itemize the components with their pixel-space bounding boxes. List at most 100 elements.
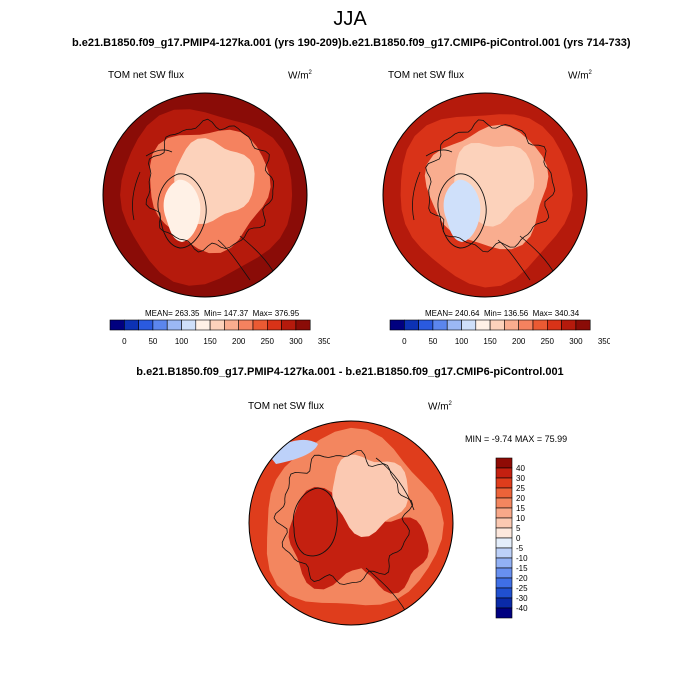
panel1-colorbar-box [123,319,139,331]
panel2-colorbar-box [489,319,505,331]
panel2-colorbar-tick: 200 [512,337,526,346]
diff-colorbar-box [495,457,513,469]
panel2-colorbar-tick: 350 [598,337,610,346]
coastline-arctic [273,450,414,585]
panel1-colorbar-tick: 200 [232,337,246,346]
panel1-colorbar-box [252,319,268,331]
panel1-colorbar-box [166,319,182,331]
diff-colorbar-tick: 25 [516,484,525,493]
panel1-variable-label: TOM net SW flux [108,70,184,81]
diff-colorbar-tick: -30 [516,594,528,603]
diff-colorbar-box [495,497,513,509]
panel1-colorbar-box [224,319,240,331]
diff-colorbar-box [495,597,513,609]
panel1-colorbar-box [152,319,168,331]
diff-border [248,420,454,626]
coastline-greenland [437,173,487,249]
diff-map [248,420,454,626]
diff-colorbar-box [495,477,513,489]
diff-colorbar-box [495,487,513,499]
season-title: JJA [333,8,367,30]
panel2-colorbar-box [389,319,405,331]
diff-colorbar-box [495,607,513,619]
coastline-arctic [145,118,275,253]
panel1-title: b.e21.B1850.f09_g17.PMIP4-127ka.001 (yrs… [72,37,342,49]
panel1-colorbar-tick: 50 [148,337,157,346]
zone-arctic-ocean [332,454,409,537]
diff-colorbar-tick: -25 [516,584,528,593]
panel1-colorbar-box [138,319,154,331]
panel2-colorbar-tick: 0 [402,337,407,346]
diff-colorbar-tick: 5 [516,524,521,533]
panel2-colorbar-box [403,319,419,331]
diff-colorbar-tick: 15 [516,504,525,513]
panel2-colorbar-tick: 100 [455,337,469,346]
diff-colorbar-box [495,577,513,589]
panel1-colorbar-tick: 250 [261,337,275,346]
diff-colorbar-box [495,557,513,569]
panel1-colorbar-box [281,319,297,331]
panel2-colorbar-box [547,319,562,331]
panel1-colorbar-tick: 150 [203,337,217,346]
diff-colorbar-box [495,547,513,559]
panel1-colorbar-box [295,319,311,331]
panel2-colorbar-box [518,319,534,331]
panel1-colorbar-box [109,319,125,331]
diff-colorbar-tick: -10 [516,554,528,563]
panel2-colorbar-tick: 250 [541,337,555,346]
diff-colorbar-box [495,517,513,529]
panel1-field [103,93,307,297]
zone-north-atlantic-patch [268,439,318,464]
panel1-colorbar-box [209,319,225,331]
coastline-greenland [157,173,207,249]
diff-colorbar-box [495,527,513,539]
diff-colorbar-tick: 0 [516,534,521,543]
diff-colorbar-tick: 10 [516,514,525,523]
panel2-colorbar-box [418,319,434,331]
diff-colorbar-tick: 40 [516,464,525,473]
coastline-america [412,149,453,221]
diff-variable-label: TOM net SW flux [248,401,324,412]
diff-colorbar-tick: -5 [516,544,524,553]
panel2-border [382,92,588,298]
panel2-title: b.e21.B1850.f09_g17.CMIP6-piControl.001 … [342,37,631,49]
panel1-colorbar: 0 50 100 150 200 250 300 350 [109,319,330,346]
diff-colorbar-tick: -40 [516,604,528,613]
panel1-colorbar-box [238,319,254,331]
panel2-colorbar-box [446,319,462,331]
panel1-units-label: W/m2 [288,70,312,82]
diff-colorbar-box [495,567,513,579]
panel1-colorbar-tick: 0 [122,337,127,346]
panel2-colorbar-box [461,319,477,331]
coastline-arctic [425,119,556,253]
diff-title: b.e21.B1850.f09_g17.PMIP4-127ka.001 - b.… [136,366,564,378]
panel1-colorbar-tick: 300 [289,337,303,346]
diff-colorbar-box [495,537,513,549]
panel1-colorbar-box [195,319,211,331]
panel2-colorbar-tick: 150 [483,337,497,346]
diff-colorbar-box [495,507,513,519]
panel2-units-label: W/m2 [568,70,592,82]
diff-colorbar-tick: 30 [516,474,525,483]
panel1-border [102,92,308,298]
panel2-colorbar-tick: 50 [428,337,437,346]
diff-units-label: W/m2 [428,401,452,413]
panel1-colorbar-box [181,319,197,331]
panel1-stats: MEAN= 263.35 Min= 147.37 Max= 376.95 [145,309,300,318]
panel2-colorbar-box [475,319,491,331]
panel2-colorbar-box [504,319,520,331]
panel2-colorbar-box [532,319,548,331]
panel2-field [383,93,587,297]
coastline-america [132,149,173,221]
panel1-colorbar-box [267,319,282,331]
diff-colorbar-tick: -20 [516,574,528,583]
panel2-colorbar-box [432,319,448,331]
panel2-stats: MEAN= 240.64 Min= 136.56 Max= 340.34 [425,309,580,318]
diff-colorbar-box [495,587,513,599]
panel1-colorbar-tick: 100 [175,337,189,346]
panel2-colorbar-tick: 300 [569,337,583,346]
diff-colorbar-box [495,467,513,479]
panel2-map [382,92,588,298]
panel2-colorbar-box [575,319,591,331]
